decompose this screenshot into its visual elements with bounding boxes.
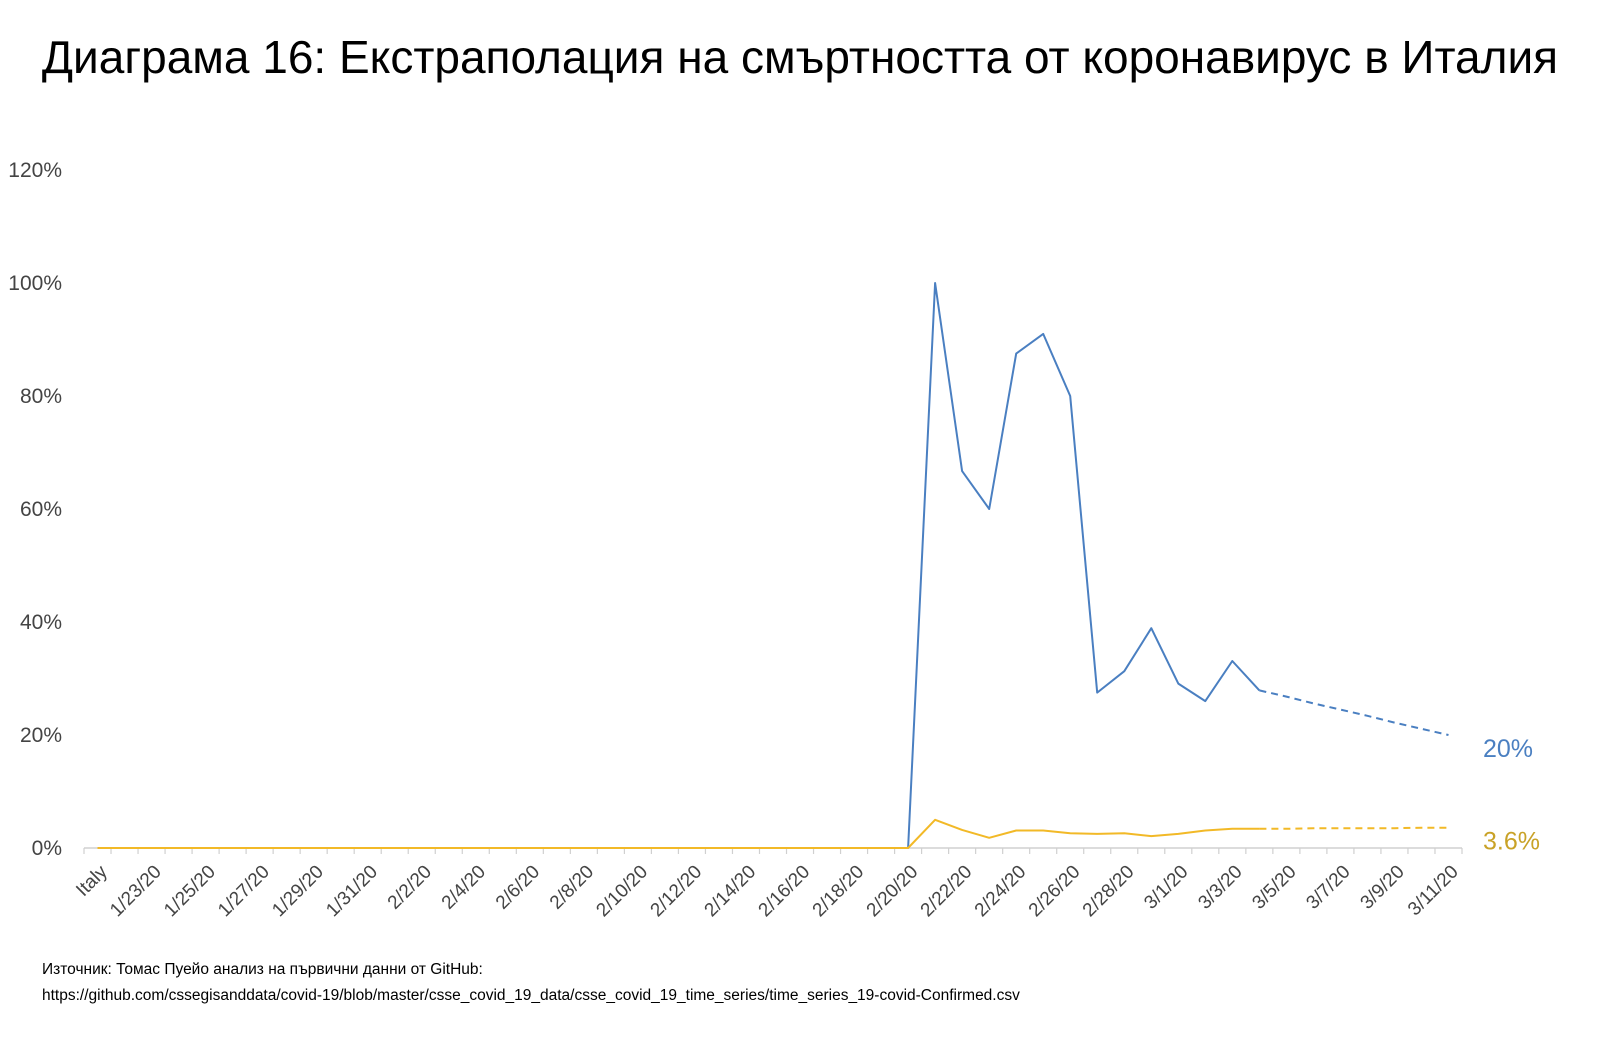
x-tick-label: 3/3/20 [1194, 861, 1246, 913]
x-tick-label: 2/6/20 [492, 861, 544, 913]
x-tick-label: 3/1/20 [1140, 861, 1192, 913]
series-2-line [97, 818, 1260, 849]
chart-title: Диаграма 16: Екстраполация на смъртностт… [41, 31, 1559, 83]
source-note: Източник: Томас Пуейо анализ на първични… [42, 957, 1020, 1009]
series-2-end-label: 3.6% [1483, 828, 1540, 856]
x-tick-label: 2/14/20 [701, 861, 761, 921]
x-axis-tick-labels: Italy1/23/201/25/201/27/201/29/201/31/20… [72, 861, 1462, 921]
x-tick-label: 1/23/20 [106, 861, 166, 921]
x-tick-label: 3/9/20 [1357, 861, 1409, 913]
x-tick-label: 3/11/20 [1404, 861, 1463, 920]
source-url[interactable]: https://github.com/cssegisanddata/covid-… [42, 987, 1020, 1004]
x-tick-label: 2/4/20 [438, 861, 490, 913]
x-tick-label: 3/5/20 [1248, 861, 1300, 913]
x-tick-label: 2/22/20 [917, 861, 977, 921]
y-tick-label: 100% [8, 272, 62, 295]
line-chart: 0% 20% 40% 60% 80% 100% 120% Italy1/23/201/25/… [8, 159, 1540, 921]
y-tick-label: 60% [20, 498, 62, 521]
y-tick-label: 120% [8, 159, 62, 182]
series-end-labels: 20% 3.6% [1483, 735, 1540, 856]
series-lines [97, 282, 1449, 849]
x-tick-label: 2/18/20 [809, 861, 869, 921]
x-tick-label: 2/8/20 [546, 861, 598, 913]
x-tick-label: Italy [72, 861, 112, 901]
x-tick-label: 3/7/20 [1302, 861, 1354, 913]
y-tick-label: 20% [20, 724, 62, 747]
x-tick-label: 2/20/20 [863, 861, 923, 921]
x-tick-label: 2/16/20 [755, 861, 815, 921]
y-tick-label: 40% [20, 611, 62, 634]
source-line-1: Източник: Томас Пуейо анализ на първични… [42, 961, 483, 978]
x-tick-label: 1/25/20 [160, 861, 220, 921]
series-1-projection [1259, 689, 1449, 736]
x-tick-label: 1/27/20 [214, 861, 274, 921]
x-tick-label: 2/28/20 [1079, 861, 1139, 921]
x-tick-label: 2/2/20 [384, 861, 436, 913]
x-tick-label: 1/29/20 [268, 861, 328, 921]
y-tick-label: 0% [32, 837, 62, 860]
x-tick-label: 1/31/20 [322, 861, 382, 921]
x-tick-label: 2/10/20 [593, 861, 653, 921]
x-tick-label: 2/12/20 [647, 861, 707, 921]
y-axis-tick-labels: 0% 20% 40% 60% 80% 100% 120% [8, 159, 62, 860]
series-1-line [97, 282, 1261, 849]
series-1-end-label: 20% [1483, 735, 1533, 763]
series-2-projection [1259, 826, 1449, 830]
x-tick-label: 2/26/20 [1025, 861, 1085, 921]
y-tick-label: 80% [20, 385, 62, 408]
x-tick-label: 2/24/20 [971, 861, 1031, 921]
